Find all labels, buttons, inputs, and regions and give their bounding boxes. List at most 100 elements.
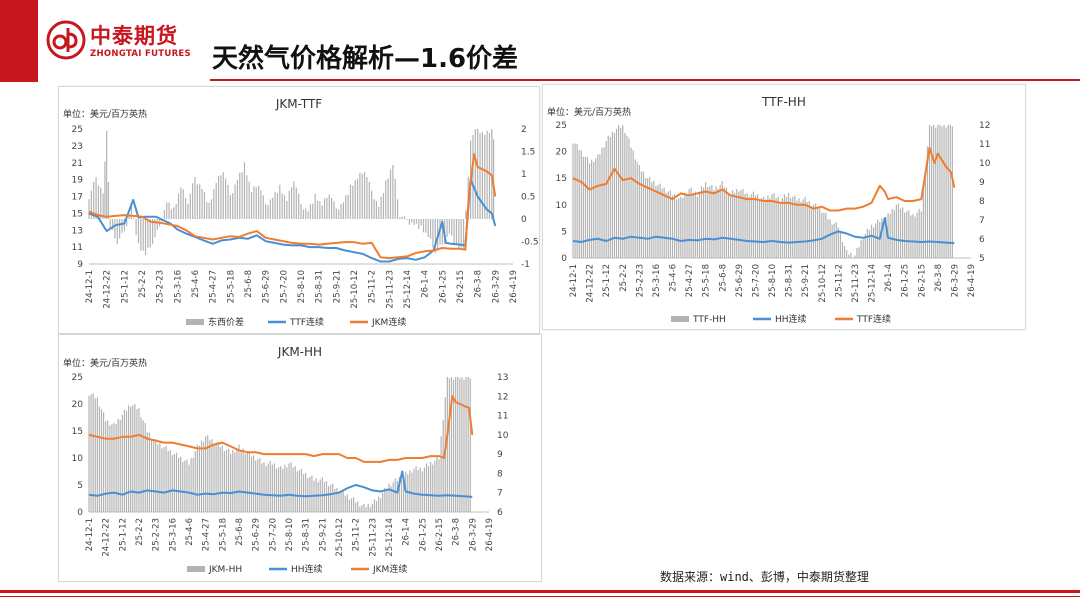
bar-mark [427,466,430,512]
bar-mark [319,201,321,219]
bar-mark [298,470,301,512]
bar-mark [332,483,334,512]
legend-swatch [186,319,204,325]
bar-mark [119,420,121,512]
x-tick-label: 25-4-27 [209,270,219,303]
chart-title: JKM-HH [277,345,322,359]
bar-mark [202,441,205,512]
bar-mark [363,504,365,512]
x-tick-label: 25-11-2 [834,264,844,297]
bar-mark [709,186,711,258]
bar-mark [106,130,108,219]
bar-mark [219,447,221,512]
left-tick-label: 25 [72,373,83,383]
x-tick-label: 25-6-29 [262,270,272,303]
bar-mark [130,406,132,512]
bar-mark [272,197,274,219]
bar-mark [194,177,196,219]
right-tick-label: 5 [979,254,985,264]
bar-mark [196,444,198,512]
bar-mark [234,452,236,512]
bar-mark [881,218,883,258]
chart-title: JKM-TTF [275,97,322,111]
bar-mark [396,199,399,219]
bar-mark [273,463,276,512]
x-tick-label: 25-7-20 [268,518,278,551]
chart-jkm-ttf-svg: JKM-TTF单位：美元/百万英热91113151719212325-1-0.5… [63,97,539,328]
x-tick-label: 25-6-29 [252,518,262,551]
bar-mark [420,219,422,226]
bar-mark [430,462,432,512]
legend-label: JKM连续 [372,563,407,575]
bar-mark [484,134,486,219]
bar-mark [223,451,226,512]
bar-mark [206,202,208,219]
right-tick-label: -0.5 [521,238,539,248]
right-tick-label: 11 [979,140,990,150]
bar-mark [951,126,953,258]
bar-mark [148,432,151,512]
bar-mark [263,462,265,512]
bar-mark [792,196,794,258]
bar-mark [933,125,935,258]
bar-mark [441,219,443,245]
bar-mark [111,424,113,512]
bar-mark [910,215,912,258]
bar-mark [309,476,311,512]
bar-mark [574,143,576,258]
bar-mark [307,478,309,512]
bar-mark [939,125,941,258]
bar-mark [582,156,584,258]
series-line [572,217,955,245]
bar-mark [323,482,326,512]
legend-label: TTF-HH [692,315,726,325]
bar-mark [918,208,920,258]
bar-mark [605,140,607,258]
bar-mark [908,210,910,258]
bar-mark [165,445,167,512]
x-tick-label: 25-6-8 [718,264,728,292]
bar-mark [276,193,279,219]
bar-mark [474,129,476,219]
x-tick-label: 25-7-20 [279,270,289,303]
bar-mark [721,180,723,258]
bar-mark [100,409,103,512]
bar-mark [390,486,392,512]
bar-mark [833,223,835,258]
bar-mark [690,187,692,258]
bar-mark [345,195,347,219]
bar-mark [375,201,377,219]
bar-mark [229,195,231,219]
bar-mark [307,211,309,219]
bar-mark [312,203,314,219]
bar-mark [149,219,151,248]
bar-mark [169,449,171,512]
right-tick-label: 0 [521,215,527,225]
bar-mark [713,190,715,258]
bar-mark [649,176,651,258]
bar-mark [831,224,833,258]
bar-mark [790,198,792,258]
bar-mark [373,199,375,219]
bar-mark [167,451,169,512]
bar-mark [236,179,238,219]
left-tick-label: 15 [72,209,83,219]
bar-mark [255,460,257,512]
bar-mark [835,222,837,258]
bar-mark [705,182,707,258]
bar-mark [121,219,123,233]
bar-mark [88,395,90,512]
bar-mark [220,175,222,219]
bar-mark [225,178,227,219]
bar-mark [457,377,459,512]
right-tick-label: 2 [521,125,527,135]
bar-mark [171,455,173,512]
bar-mark [232,193,234,219]
bar-mark [188,464,190,512]
bar-mark [327,486,330,512]
bar-mark [914,216,916,258]
bar-mark [173,207,175,219]
bar-mark [458,219,460,249]
bar-mark [311,475,313,512]
bar-mark [696,196,698,258]
